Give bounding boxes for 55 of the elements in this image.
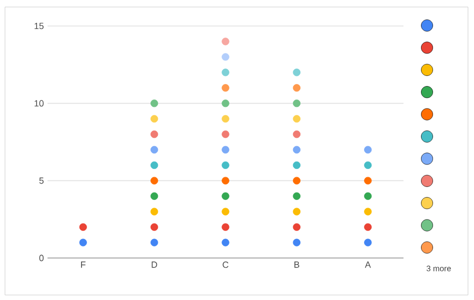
point	[150, 115, 158, 123]
point	[222, 115, 230, 123]
point	[150, 146, 158, 154]
point	[292, 238, 300, 246]
point	[292, 130, 300, 138]
point	[292, 100, 300, 108]
point	[222, 38, 230, 46]
point	[222, 176, 230, 184]
point	[150, 208, 158, 216]
point	[292, 84, 300, 92]
point	[292, 115, 300, 123]
point	[222, 146, 230, 154]
point	[79, 223, 87, 231]
point	[222, 208, 230, 216]
x-tick-label: B	[294, 262, 300, 268]
point	[222, 68, 230, 76]
point	[150, 161, 158, 169]
point	[292, 223, 300, 231]
point	[364, 223, 372, 231]
point	[79, 238, 87, 246]
point	[364, 146, 372, 154]
point	[364, 161, 372, 169]
point	[150, 192, 158, 200]
point	[222, 53, 230, 61]
x-tick-label: F	[81, 262, 86, 268]
point	[364, 208, 372, 216]
point	[292, 176, 300, 184]
x-tick-label: C	[222, 262, 228, 268]
point	[292, 192, 300, 200]
y-tick-label: 5	[39, 178, 44, 184]
point	[222, 161, 230, 169]
point	[150, 223, 158, 231]
point	[222, 223, 230, 231]
point	[222, 238, 230, 246]
y-tick-label: 10	[34, 100, 44, 107]
y-tick-label: 15	[34, 22, 44, 30]
point	[364, 192, 372, 200]
point	[292, 208, 300, 216]
point	[292, 68, 300, 76]
point	[150, 100, 158, 108]
x-tick-label: D	[152, 262, 158, 268]
point	[150, 130, 158, 138]
point	[222, 130, 230, 138]
point	[292, 161, 300, 169]
point	[150, 176, 158, 184]
x-tick-label: A	[364, 262, 371, 268]
point	[292, 146, 300, 154]
point	[150, 238, 158, 246]
point	[222, 100, 230, 108]
point	[222, 84, 230, 92]
point	[364, 176, 372, 184]
point	[364, 238, 372, 246]
text: 3 more	[426, 266, 451, 272]
point	[222, 192, 230, 200]
y-tick-label: 0	[39, 254, 44, 262]
